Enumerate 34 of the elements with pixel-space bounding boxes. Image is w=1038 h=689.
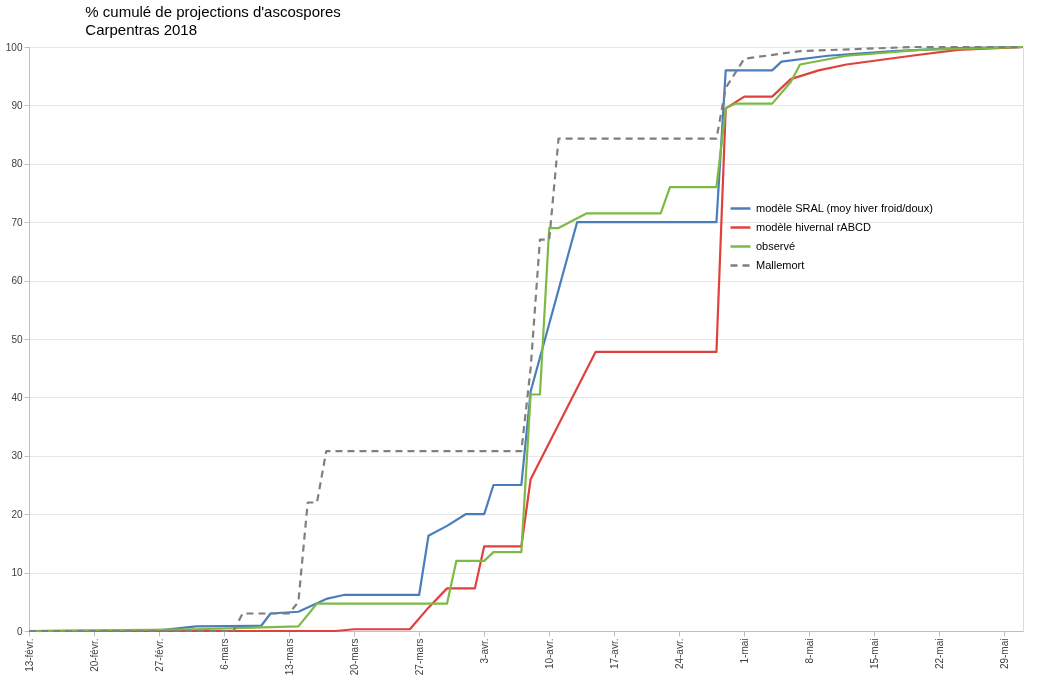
- x-tick-label: 29-mai: [998, 638, 1010, 670]
- chart-subtitle: Carpentras 2018: [85, 21, 198, 38]
- x-tick-label: 20-févr.: [88, 638, 100, 672]
- x-tick-label: 20-mars: [348, 638, 360, 676]
- y-tick-label: 20: [11, 508, 23, 520]
- x-tick-label: 3-avr.: [478, 638, 490, 664]
- x-tick-label: 1-mai: [738, 638, 750, 664]
- y-tick-label: 100: [5, 41, 23, 53]
- legend-label: modèle hivernal rABCD: [756, 220, 871, 233]
- x-tick-label: 13-févr.: [23, 638, 35, 672]
- x-tick-label: 10-avr.: [543, 638, 555, 670]
- x-tick-label: 15-mai: [868, 638, 880, 670]
- y-tick-label: 70: [11, 216, 23, 228]
- legend-label: observé: [756, 239, 796, 252]
- x-tick-label: 13-mars: [283, 638, 295, 676]
- y-tick-label: 10: [11, 567, 23, 579]
- x-tick-label: 24-avr.: [673, 638, 685, 670]
- x-tick-label: 17-avr.: [608, 638, 620, 670]
- x-tick-label: 22-mai: [933, 638, 945, 670]
- chart-title: % cumulé de projections d'ascospores: [85, 3, 341, 20]
- x-tick-label: 27-févr.: [153, 638, 165, 672]
- y-tick-label: 50: [11, 333, 23, 345]
- x-tick-label: 6-mars: [218, 638, 230, 670]
- y-tick-label: 30: [11, 450, 23, 462]
- y-tick-label: 0: [16, 625, 23, 637]
- y-tick-label: 60: [11, 275, 23, 287]
- x-tick-label: 8-mai: [803, 638, 815, 664]
- line-series: [27, 45, 1025, 633]
- legend-label: modèle SRAL (moy hiver froid/doux): [756, 201, 933, 214]
- legend-label: Mallemort: [756, 258, 805, 271]
- y-tick-label: 90: [11, 99, 23, 111]
- y-tick-label: 40: [11, 391, 23, 403]
- x-tick-label: 27-mars: [413, 638, 425, 676]
- y-tick-label: 80: [11, 158, 23, 170]
